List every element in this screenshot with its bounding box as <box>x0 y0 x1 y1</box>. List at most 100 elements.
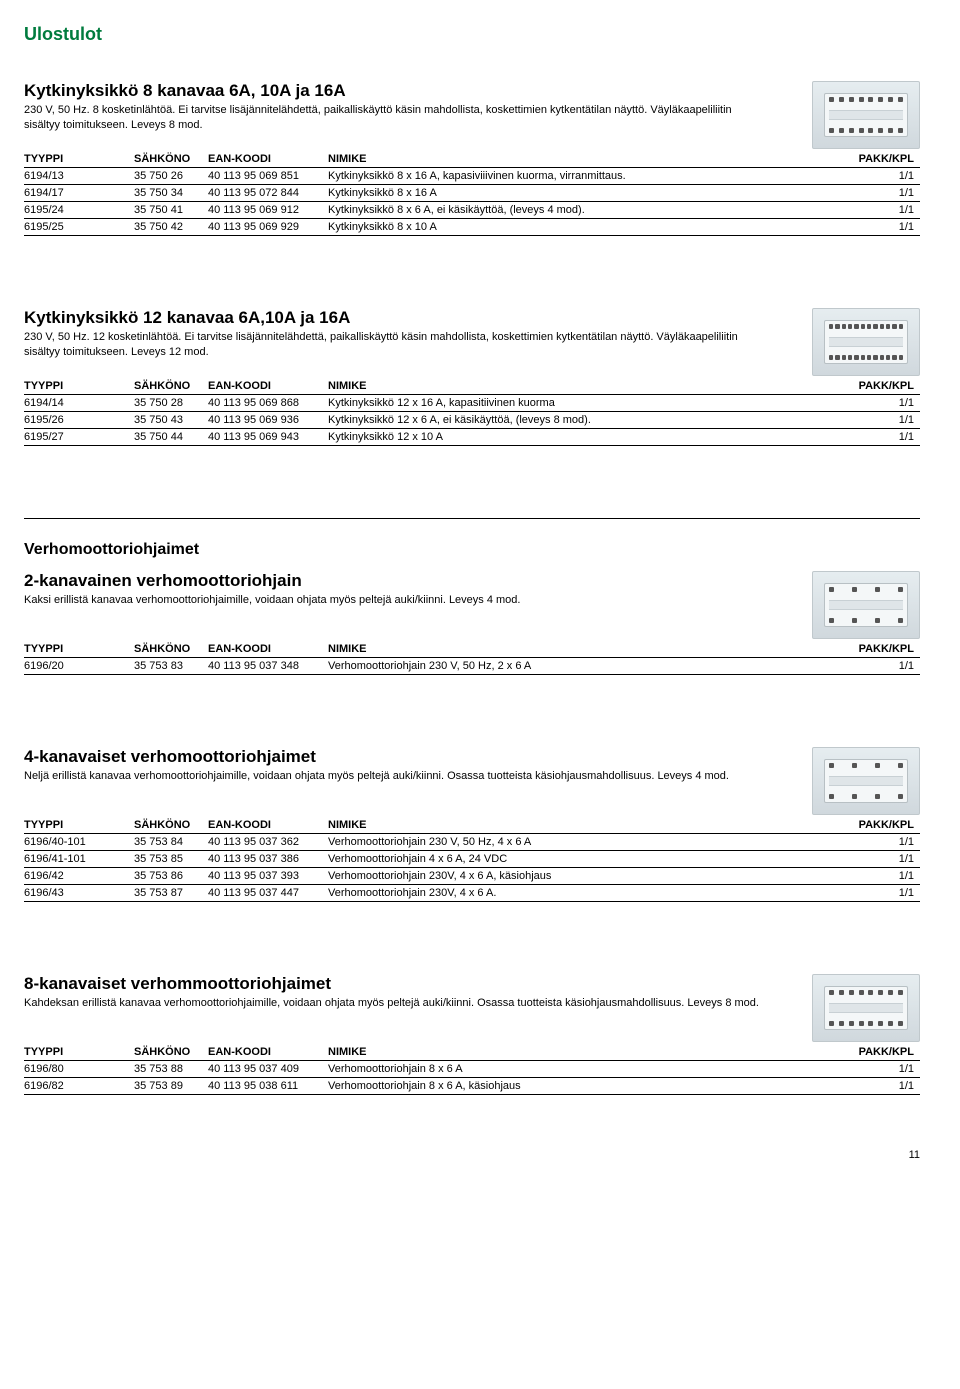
cell-nimike: Verhomoottoriohjain 230V, 4 x 6 A. <box>328 885 850 902</box>
cell-sahkono: 35 750 28 <box>134 395 208 412</box>
col-pakk: PAKK/KPL <box>850 1044 920 1061</box>
cell-nimike: Verhomoottoriohjain 230 V, 50 Hz, 2 x 6 … <box>328 658 850 675</box>
table-row: 6196/4335 753 8740 113 95 037 447Verhomo… <box>24 885 920 902</box>
col-tyyppi: TYYPPI <box>24 1044 134 1061</box>
cell-pakk: 1/1 <box>850 429 920 446</box>
cell-tyyppi: 6195/27 <box>24 429 134 446</box>
col-pakk: PAKK/KPL <box>850 641 920 658</box>
section-head: 2-kanavainen verhomoottoriohjain Kaksi er… <box>24 571 920 639</box>
col-nimike: NIMIKE <box>328 151 850 168</box>
cell-sahkono: 35 750 43 <box>134 412 208 429</box>
cell-ean: 40 113 95 072 844 <box>208 185 328 202</box>
cell-pakk: 1/1 <box>850 168 920 185</box>
product-image <box>812 81 920 149</box>
cell-ean: 40 113 95 069 912 <box>208 202 328 219</box>
cell-sahkono: 35 753 83 <box>134 658 208 675</box>
cell-ean: 40 113 95 037 393 <box>208 868 328 885</box>
cell-nimike: Verhomoottoriohjain 230V, 4 x 6 A, käsio… <box>328 868 850 885</box>
product-image <box>812 571 920 639</box>
cell-sahkono: 35 753 88 <box>134 1061 208 1078</box>
cell-sahkono: 35 750 41 <box>134 202 208 219</box>
col-ean: EAN-KOODI <box>208 817 328 834</box>
separator <box>24 518 920 519</box>
cell-tyyppi: 6195/24 <box>24 202 134 219</box>
section-description: Kaksi erillistä kanavaa verhomoottoriohj… <box>24 593 764 608</box>
product-table: TYYPPISÄHKÖNOEAN-KOODINIMIKEPAKK/KPL6194… <box>24 378 920 446</box>
cell-sahkono: 35 753 84 <box>134 834 208 851</box>
cell-nimike: Verhomoottoriohjain 4 x 6 A, 24 VDC <box>328 851 850 868</box>
table-row: 6196/8235 753 8940 113 95 038 611Verhomo… <box>24 1078 920 1095</box>
cell-tyyppi: 6196/43 <box>24 885 134 902</box>
product-section: 8-kanavaiset verhommoottoriohjaimetKahde… <box>24 974 920 1095</box>
sub-header: Verhomoottoriohjaimet <box>24 541 920 559</box>
cell-nimike: Verhomoottoriohjain 230 V, 50 Hz, 4 x 6 … <box>328 834 850 851</box>
cell-pakk: 1/1 <box>850 219 920 236</box>
table-row: 6196/2035 753 8340 113 95 037 348Verhomo… <box>24 658 920 675</box>
col-nimike: NIMIKE <box>328 378 850 395</box>
cell-pakk: 1/1 <box>850 395 920 412</box>
cell-pakk: 1/1 <box>850 658 920 675</box>
cell-ean: 40 113 95 069 936 <box>208 412 328 429</box>
cell-pakk: 1/1 <box>850 885 920 902</box>
cell-pakk: 1/1 <box>850 1078 920 1095</box>
table-row: 6195/2535 750 4240 113 95 069 929Kytkiny… <box>24 219 920 236</box>
product-table: TYYPPISÄHKÖNOEAN-KOODINIMIKEPAKK/KPL6196… <box>24 817 920 902</box>
cell-nimike: Kytkinyksikkö 8 x 16 A, kapasiviiivinen … <box>328 168 850 185</box>
product-image <box>812 308 920 376</box>
cell-ean: 40 113 95 037 348 <box>208 658 328 675</box>
cell-ean: 40 113 95 069 851 <box>208 168 328 185</box>
cell-sahkono: 35 753 89 <box>134 1078 208 1095</box>
cell-ean: 40 113 95 038 611 <box>208 1078 328 1095</box>
col-ean: EAN-KOODI <box>208 151 328 168</box>
cell-nimike: Kytkinyksikkö 8 x 6 A, ei käsikäyttöä, (… <box>328 202 850 219</box>
table-row: 6196/40-10135 753 8440 113 95 037 362Ver… <box>24 834 920 851</box>
cell-pakk: 1/1 <box>850 834 920 851</box>
col-tyyppi: TYYPPI <box>24 817 134 834</box>
table-row: 6196/41-10135 753 8540 113 95 037 386Ver… <box>24 851 920 868</box>
cell-pakk: 1/1 <box>850 185 920 202</box>
cell-ean: 40 113 95 037 362 <box>208 834 328 851</box>
col-tyyppi: TYYPPI <box>24 641 134 658</box>
cell-sahkono: 35 753 85 <box>134 851 208 868</box>
table-row: 6194/1735 750 3440 113 95 072 844Kytkiny… <box>24 185 920 202</box>
section-head: 4-kanavaiset verhomoottoriohjaimetNeljä … <box>24 747 920 815</box>
page-title: Ulostulot <box>24 24 920 45</box>
col-tyyppi: TYYPPI <box>24 378 134 395</box>
cell-tyyppi: 6196/42 <box>24 868 134 885</box>
table-row: 6195/2735 750 4440 113 95 069 943Kytkiny… <box>24 429 920 446</box>
col-nimike: NIMIKE <box>328 641 850 658</box>
cell-sahkono: 35 750 44 <box>134 429 208 446</box>
cell-tyyppi: 6196/40-101 <box>24 834 134 851</box>
cell-nimike: Kytkinyksikkö 12 x 10 A <box>328 429 850 446</box>
col-pakk: PAKK/KPL <box>850 378 920 395</box>
table-row: 6196/4235 753 8640 113 95 037 393Verhomo… <box>24 868 920 885</box>
col-sahkono: SÄHKÖNO <box>134 378 208 395</box>
section-heading: 8-kanavaiset verhommoottoriohjaimet <box>24 974 764 994</box>
section-head: Kytkinyksikkö 8 kanavaa 6A, 10A ja 16A23… <box>24 81 920 149</box>
section-description: 230 V, 50 Hz. 8 kosketinlähtöä. Ei tarvi… <box>24 103 764 133</box>
product-image <box>812 974 920 1042</box>
section-heading: 4-kanavaiset verhomoottoriohjaimet <box>24 747 764 767</box>
product-image <box>812 747 920 815</box>
col-sahkono: SÄHKÖNO <box>134 1044 208 1061</box>
cell-tyyppi: 6196/41-101 <box>24 851 134 868</box>
cell-ean: 40 113 95 037 409 <box>208 1061 328 1078</box>
product-table: TYYPPISÄHKÖNOEAN-KOODINIMIKEPAKK/KPL6196… <box>24 1044 920 1095</box>
cell-tyyppi: 6194/17 <box>24 185 134 202</box>
section-heading: 2-kanavainen verhomoottoriohjain <box>24 571 764 591</box>
cell-nimike: Kytkinyksikkö 8 x 16 A <box>328 185 850 202</box>
col-nimike: NIMIKE <box>328 1044 850 1061</box>
product-section: 4-kanavaiset verhomoottoriohjaimetNeljä … <box>24 747 920 902</box>
cell-sahkono: 35 753 87 <box>134 885 208 902</box>
cell-tyyppi: 6196/80 <box>24 1061 134 1078</box>
cell-nimike: Kytkinyksikkö 8 x 10 A <box>328 219 850 236</box>
cell-sahkono: 35 750 26 <box>134 168 208 185</box>
cell-nimike: Kytkinyksikkö 12 x 6 A, ei käsikäyttöä, … <box>328 412 850 429</box>
cell-tyyppi: 6195/26 <box>24 412 134 429</box>
cell-tyyppi: 6195/25 <box>24 219 134 236</box>
product-table: TYYPPISÄHKÖNOEAN-KOODINIMIKEPAKK/KPL6196… <box>24 641 920 675</box>
table-row: 6194/1435 750 2840 113 95 069 868Kytkiny… <box>24 395 920 412</box>
cell-sahkono: 35 750 34 <box>134 185 208 202</box>
cell-tyyppi: 6194/14 <box>24 395 134 412</box>
col-pakk: PAKK/KPL <box>850 151 920 168</box>
